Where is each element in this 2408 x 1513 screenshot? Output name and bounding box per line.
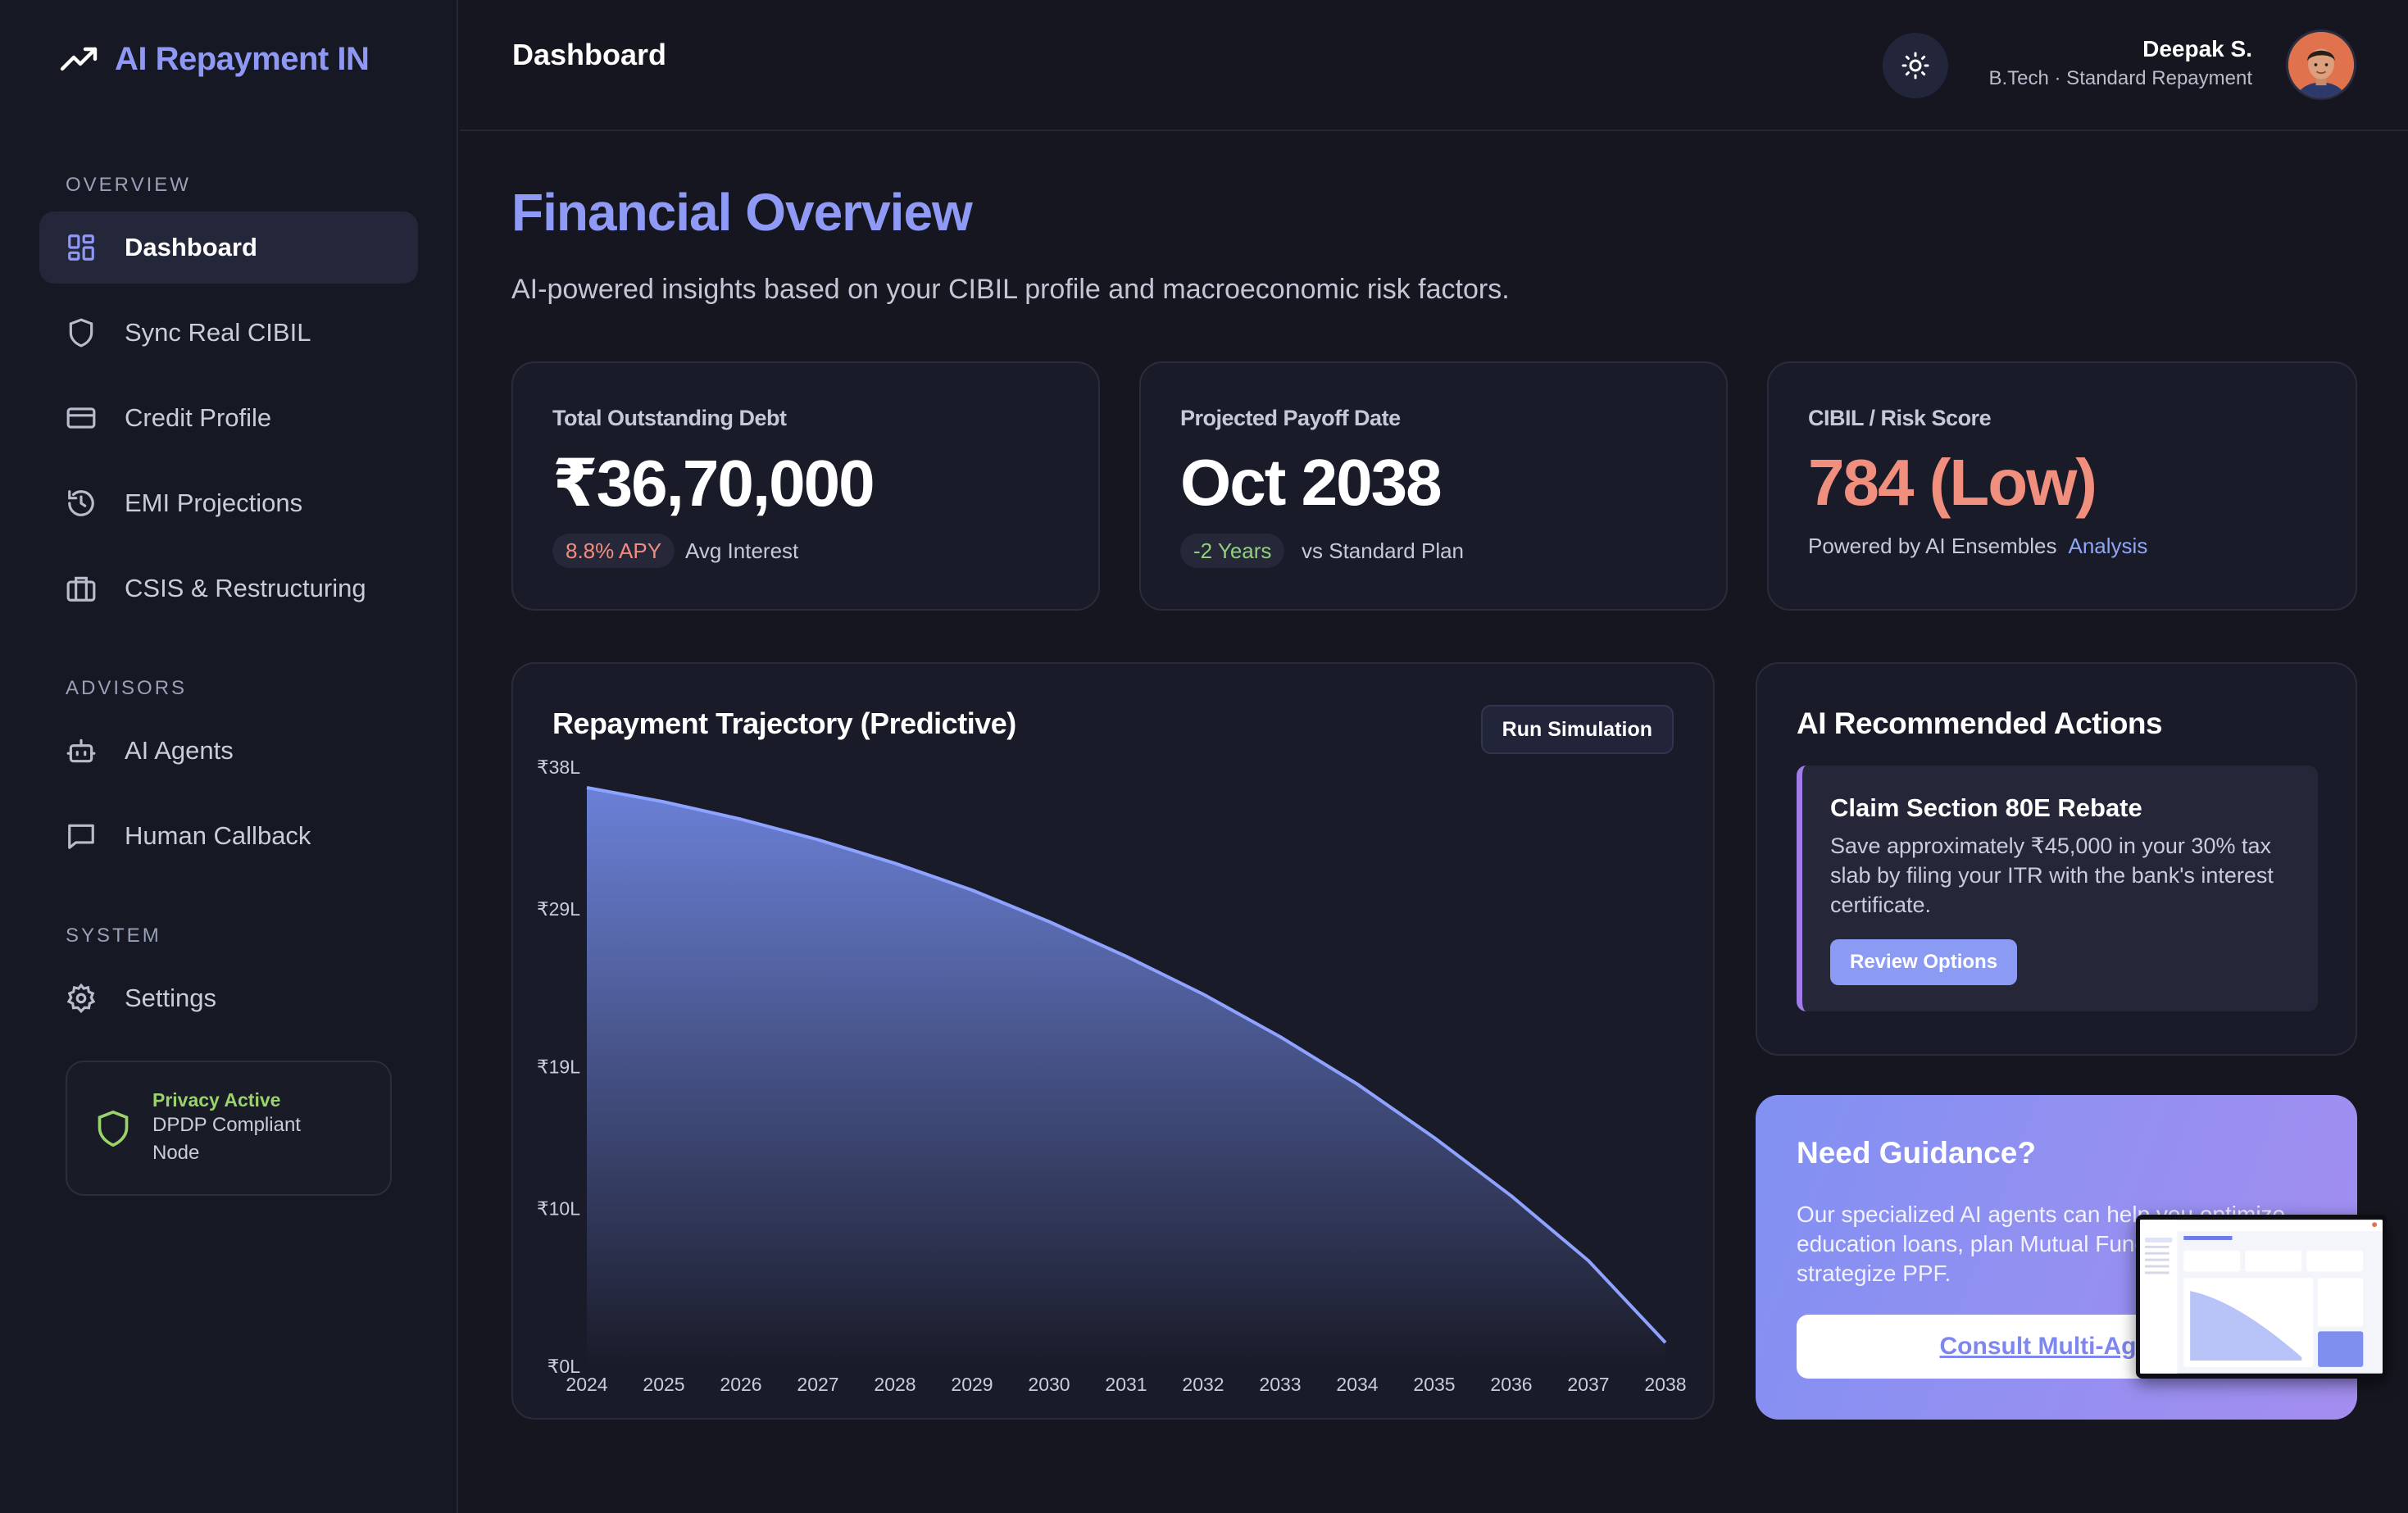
privacy-title: Privacy Active [152,1089,281,1111]
top-header: Dashboard Deepak S. B.Tech · Standard Re… [460,0,2408,131]
x-tick-label: 2027 [797,1374,838,1395]
y-tick-label: ₹19L [537,1056,580,1078]
analysis-link[interactable]: Analysis [2068,534,2148,558]
y-tick-label: ₹0L [547,1356,580,1377]
x-tick-label: 2029 [951,1374,993,1395]
user-subtitle: B.Tech · Standard Repayment [1988,67,2252,89]
sidebar-item-label: EMI Projections [125,488,303,517]
stat-note: Powered by AI Ensembles Analysis [1808,534,2147,559]
trending-up-icon [60,47,98,71]
y-tick-label: ₹38L [537,756,580,778]
sidebar-item-label: CSIS & Restructuring [125,574,366,602]
x-tick-label: 2038 [1644,1374,1686,1395]
guidance-title: Need Guidance? [1797,1136,2036,1170]
repayment-chart: ₹0L ₹10L ₹19L ₹29L ₹38L 2024 2025 2026 2027 2028 2… [537,756,1687,1395]
status-badge: -2 Years [1180,534,1285,568]
shield-icon [69,318,93,348]
shield-check-icon [98,1110,129,1147]
stat-value: Oct 2038 [1180,446,1443,519]
recommendation-title: Claim Section 80E Rebate [1830,793,2142,822]
section-label-advisors: ADVISORS [66,677,188,699]
sidebar: AI Repayment IN OVERVIEW Dashboard Sync … [0,0,458,1513]
stat-card-outstanding-debt: Total Outstanding Debt ₹36,70,000 8.8% A… [511,361,1100,611]
avatar-illustration [2288,32,2354,98]
hero-subtitle: AI-powered insights based on your CIBIL … [511,274,1510,305]
recommendation-item: Claim Section 80E Rebate Save approximat… [1797,766,2318,1011]
recommendation-body: Save approximately ₹45,000 in your 30% t… [1830,834,2274,917]
stat-value: 784 (Low) [1808,446,2097,519]
x-tick-label: 2030 [1028,1374,1070,1395]
review-options-button[interactable]: Review Options [1830,939,2018,985]
recommendations-card: AI Recommended Actions Claim Section 80E… [1756,662,2357,1056]
dashboard-preview-image [2140,1220,2383,1374]
x-tick-label: 2036 [1490,1374,1532,1395]
sidebar-item-credit-profile[interactable]: Credit Profile [39,382,418,454]
x-tick-label: 2033 [1259,1374,1301,1395]
stat-label: Total Outstanding Debt [552,406,787,430]
section-label-system: SYSTEM [66,925,161,947]
x-tick-label: 2025 [643,1374,684,1395]
sidebar-item-label: Sync Real CIBIL [125,318,311,347]
user-name: Deepak S. [2142,36,2252,61]
credit-card-icon [66,407,96,429]
recommendations-title: AI Recommended Actions [1797,707,2163,740]
brand-logo[interactable]: AI Repayment IN [59,39,370,79]
run-simulation-button[interactable]: Run Simulation [1480,705,1674,754]
x-tick-label: 2024 [566,1374,607,1395]
sidebar-item-label: Dashboard [125,233,257,261]
sidebar-item-label: Credit Profile [125,403,272,432]
chart-area-fill [587,788,1665,1366]
y-tick-label: ₹29L [537,898,580,920]
x-tick-label: 2031 [1105,1374,1147,1395]
sidebar-item-label: AI Agents [125,736,234,765]
sidebar-item-sync-cibil[interactable]: Sync Real CIBIL [39,297,418,369]
privacy-subtitle: DPDP Compliant Node [152,1114,301,1164]
x-tick-label: 2032 [1182,1374,1224,1395]
sidebar-item-emi-projections[interactable]: EMI Projections [39,467,418,539]
sidebar-item-ai-agents[interactable]: AI Agents [39,715,418,787]
x-tick-label: 2035 [1413,1374,1455,1395]
sidebar-item-label: Human Callback [125,821,311,850]
page-title: Dashboard [512,38,667,71]
theme-toggle-button[interactable] [1883,33,1948,98]
sidebar-item-settings[interactable]: Settings [39,962,418,1034]
sidebar-item-label: Settings [125,984,217,1012]
stat-label: CIBIL / Risk Score [1808,406,1992,430]
sidebar-item-human-callback[interactable]: Human Callback [39,800,418,872]
section-label-overview: OVERVIEW [66,174,191,196]
chart-card: Repayment Trajectory (Predictive) Run Si… [511,662,1715,1420]
hero-title: Financial Overview [511,183,973,242]
x-tick-label: 2028 [874,1374,915,1395]
avatar[interactable] [2286,30,2356,100]
y-tick-label: ₹10L [537,1198,580,1220]
powered-by-text: Powered by AI Ensembles [1808,534,2057,558]
history-icon [68,490,94,516]
screenshot-thumbnail[interactable] [2136,1215,2387,1379]
sun-icon [1901,52,1929,80]
sidebar-item-csis-restructuring[interactable]: CSIS & Restructuring [39,552,418,625]
brand-name: AI Repayment IN [115,40,370,77]
stat-card-cibil-score: CIBIL / Risk Score 784 (Low) Powered by … [1767,361,2357,611]
bot-icon [66,738,96,763]
gear-icon [66,983,96,1014]
stat-card-payoff-date: Projected Payoff Date Oct 2038 -2 Years … [1139,361,1728,611]
briefcase-icon [66,576,96,602]
stat-note: Avg Interest [685,538,799,563]
sidebar-item-dashboard[interactable]: Dashboard [39,211,418,284]
x-tick-label: 2026 [720,1374,761,1395]
stat-label: Projected Payoff Date [1180,406,1401,430]
x-tick-label: 2037 [1567,1374,1609,1395]
message-icon [68,824,94,849]
privacy-status-card: Privacy Active DPDP Compliant Node [66,1061,392,1196]
x-tick-label: 2034 [1336,1374,1378,1395]
stat-value: ₹36,70,000 [552,447,875,520]
chart-title: Repayment Trajectory (Predictive) [552,707,1016,740]
status-badge: 8.8% APY [552,534,675,568]
grid-icon [68,234,94,261]
stat-note: vs Standard Plan [1302,538,1465,563]
